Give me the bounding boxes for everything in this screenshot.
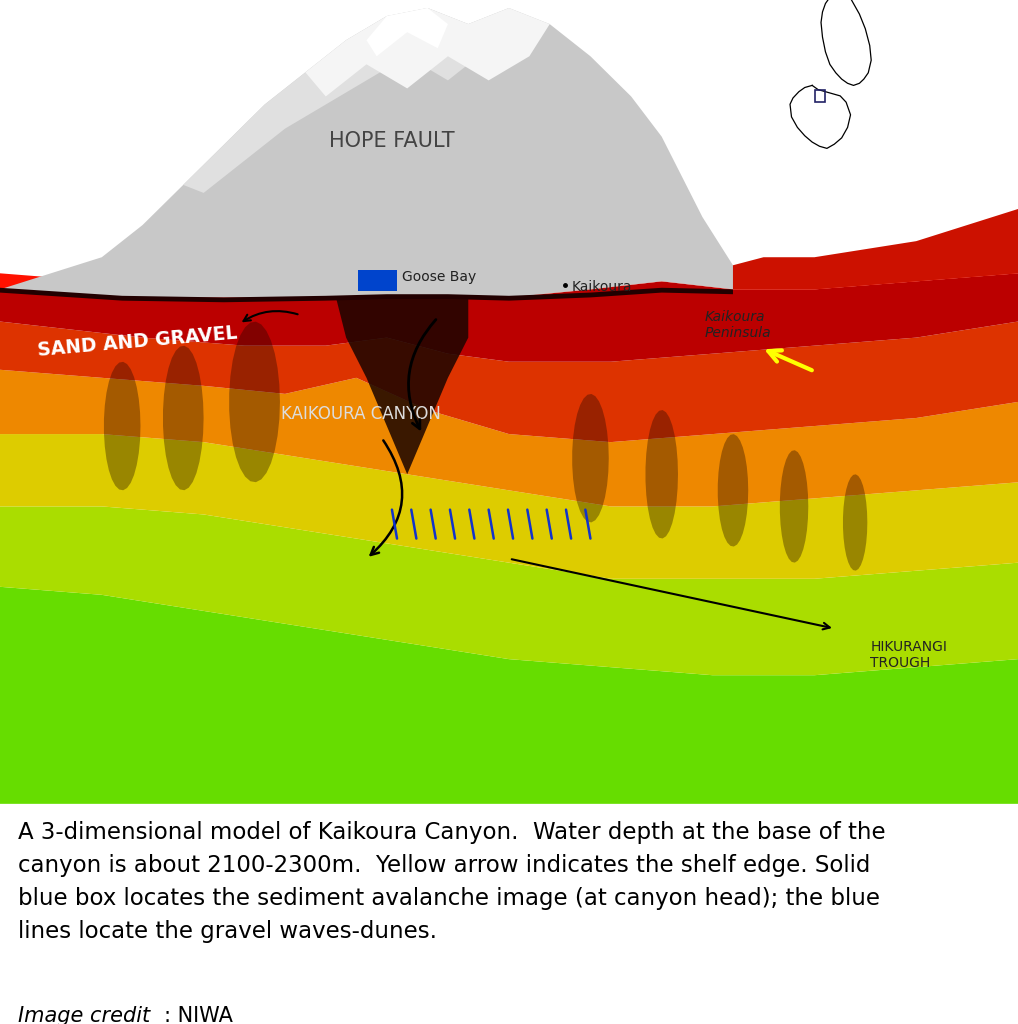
Text: SAND AND GRAVEL: SAND AND GRAVEL: [37, 324, 238, 359]
Polygon shape: [366, 8, 448, 56]
Polygon shape: [163, 346, 204, 490]
Polygon shape: [0, 273, 1018, 361]
Polygon shape: [0, 8, 743, 297]
Polygon shape: [0, 288, 733, 302]
Polygon shape: [0, 370, 1018, 507]
Bar: [358, 270, 397, 291]
Polygon shape: [0, 587, 1018, 804]
Polygon shape: [780, 451, 808, 562]
Polygon shape: [843, 474, 867, 570]
Text: Kaikoura: Kaikoura: [572, 280, 632, 294]
Polygon shape: [0, 322, 1018, 442]
Polygon shape: [305, 8, 550, 96]
Text: KAIKOURA CANYON: KAIKOURA CANYON: [281, 404, 442, 423]
Text: Image credit: Image credit: [18, 1007, 151, 1024]
Polygon shape: [0, 507, 1018, 675]
Polygon shape: [336, 265, 468, 474]
Polygon shape: [0, 257, 1018, 297]
Text: A 3-dimensional model of Kaikoura Canyon.  Water depth at the base of the
canyon: A 3-dimensional model of Kaikoura Canyon…: [18, 821, 886, 943]
Text: Goose Bay: Goose Bay: [402, 270, 476, 285]
Polygon shape: [104, 361, 140, 490]
Polygon shape: [645, 410, 678, 539]
Polygon shape: [183, 8, 509, 193]
Polygon shape: [0, 434, 1018, 579]
Text: HIKURANGI
TROUGH: HIKURANGI TROUGH: [870, 640, 948, 671]
Polygon shape: [572, 394, 609, 522]
Text: Kaikoura
Peninsula: Kaikoura Peninsula: [704, 309, 771, 340]
Polygon shape: [229, 322, 280, 482]
Bar: [815, 90, 826, 102]
Text: HOPE FAULT: HOPE FAULT: [329, 131, 455, 151]
Text: : NIWA: : NIWA: [164, 1007, 232, 1024]
Polygon shape: [718, 434, 748, 547]
Polygon shape: [733, 209, 1018, 290]
